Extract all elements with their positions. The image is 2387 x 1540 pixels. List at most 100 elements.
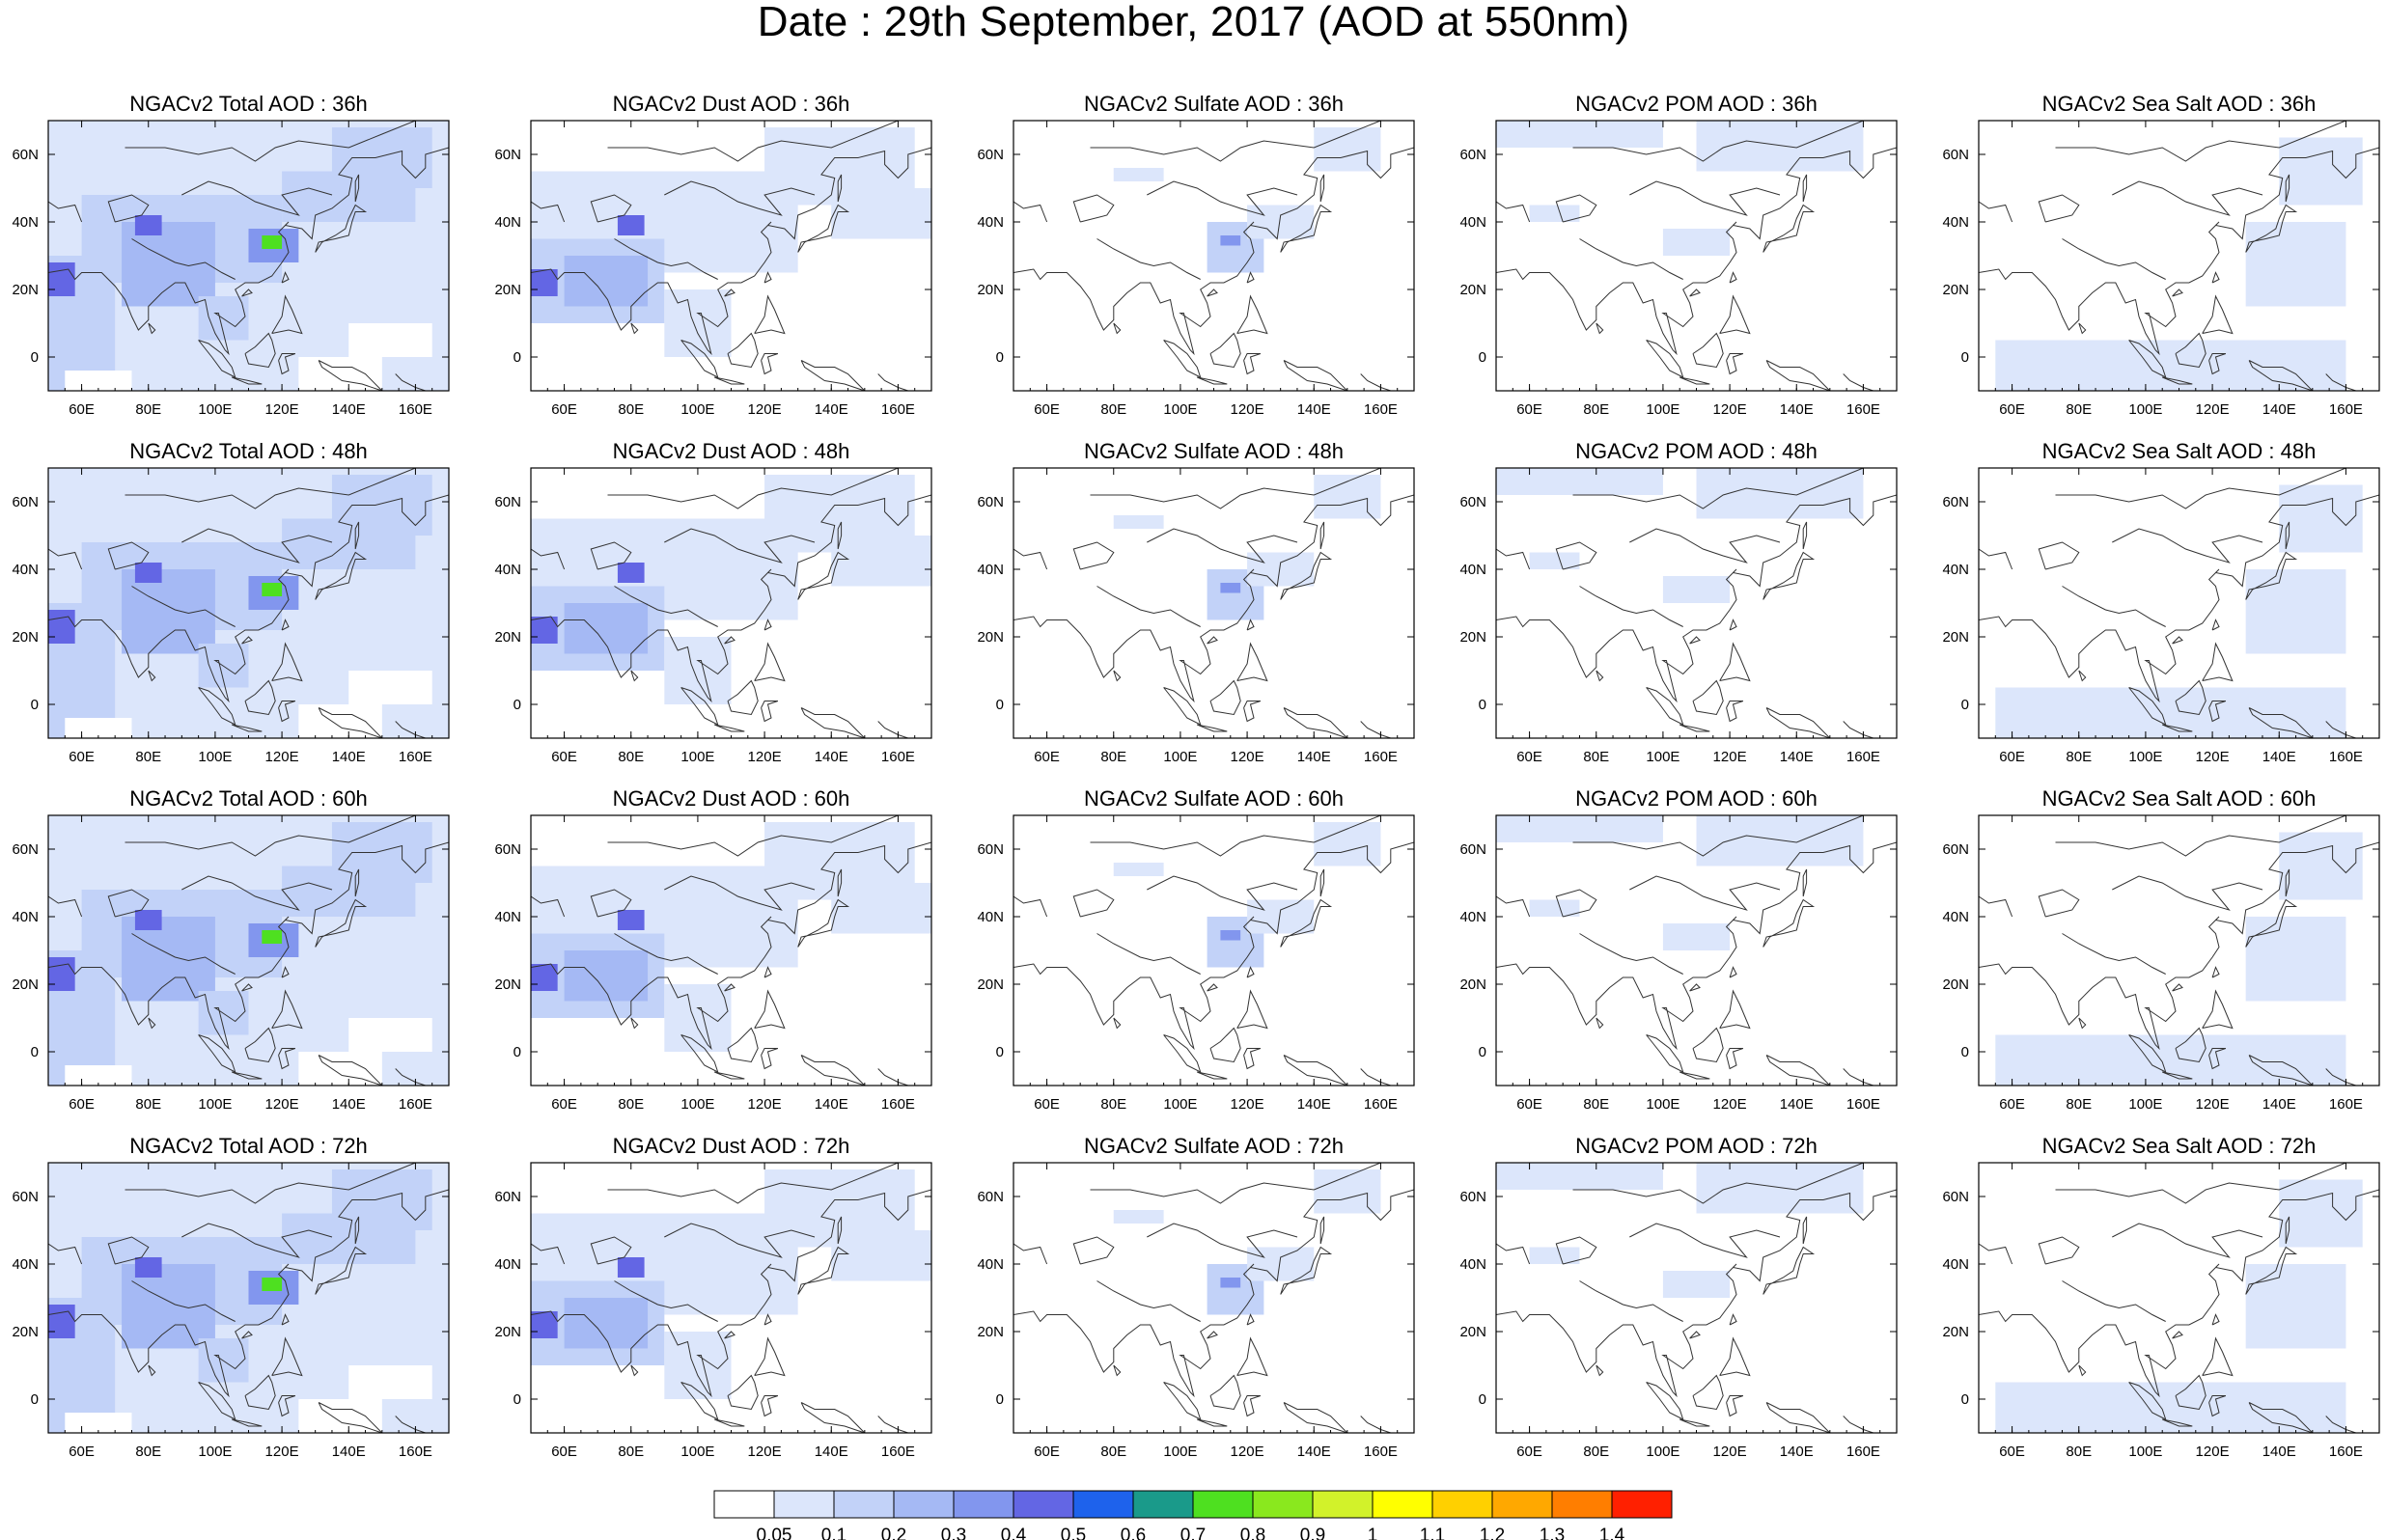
lat-tick-label: 60N [12,1189,39,1205]
aod-cell [1113,168,1164,181]
aod-cell [531,1311,558,1338]
panel-title: NGACv2 Dust AOD : 36h [613,92,850,116]
map-panel-sulfate: NGACv2 Sulfate AOD : 36h 60E 80E 100E 120E 14… [977,92,1415,418]
aod-cell [1662,923,1731,950]
aod-field [48,468,449,738]
aod-cell [48,610,75,644]
aod-cell [1662,229,1731,256]
aod-cell [531,617,558,644]
aod-cell [134,563,162,583]
aod-cell [564,256,649,307]
lon-tick-label: 60E [551,401,577,418]
aod-cell [1314,475,1381,519]
aod-cell [1247,1247,1315,1281]
colorbar-label: 0.5 [1061,1526,1086,1540]
aod-field [1013,815,1414,1086]
lon-tick-label: 160E [2329,1444,2363,1460]
aod-cell [65,371,132,391]
lon-tick-label: 60E [1999,749,2025,765]
aod-cell [617,563,645,583]
colorbar-swatch [1312,1490,1374,1519]
lon-tick-label: 160E [1364,1096,1398,1113]
map-panel-dust: NGACv2 Dust AOD : 48h 60E 80E 100E 120E 140E 1… [494,439,932,765]
map-panel-dust: NGACv2 Dust AOD : 36h 60E 80E 100E 120E 140E 1… [494,92,932,418]
lat-tick-label: 0 [1479,697,1486,713]
aod-cell [831,883,931,934]
colorbar-swatch [1132,1490,1194,1519]
lat-tick-label: 60N [494,841,521,858]
aod-cell [1113,515,1164,529]
aod-cell [48,957,75,991]
aod-cell [2245,222,2346,307]
colorbar-swatch [1611,1490,1673,1519]
lat-tick-label: 40N [12,1256,39,1273]
lat-tick-label: 60N [1459,841,1486,858]
colorbar-label: 0.9 [1300,1526,1325,1540]
lat-tick-label: 40N [12,214,39,231]
lon-tick-label: 80E [2066,1096,2092,1113]
lat-tick-label: 40N [12,909,39,925]
lon-tick-label: 140E [332,749,366,765]
lon-tick-label: 120E [1231,749,1264,765]
lat-tick-label: 0 [31,697,39,713]
lon-tick-label: 80E [1583,1444,1609,1460]
lon-tick-label: 100E [198,401,232,418]
colorbar-label: 0.7 [1180,1526,1206,1540]
lon-tick-label: 100E [1646,749,1679,765]
aod-cell [298,1052,382,1086]
lon-tick-label: 140E [1780,1444,1814,1460]
map-panel-sulfate: NGACv2 Sulfate AOD : 60h 60E 80E 100E 120E 14… [977,786,1415,1113]
aod-cell [1529,205,1580,222]
lon-tick-label: 60E [1034,749,1060,765]
lon-tick-label: 80E [1583,1096,1609,1113]
map-panel-total: NGACv2 Total AOD : 60h 60E 80E 100E 120E 140E… [12,786,450,1113]
colorbar-swatch [1551,1490,1613,1519]
aod-cell [262,235,283,249]
lat-tick-label: 20N [1942,976,1969,993]
lon-tick-label: 60E [69,1444,95,1460]
lat-tick-label: 40N [1459,214,1486,231]
lon-tick-label: 60E [1516,749,1542,765]
aod-cell [122,222,215,307]
aod-cell [617,215,645,235]
aod-cell [1220,1278,1241,1288]
lon-tick-label: 160E [399,749,432,765]
aod-cell [48,1305,75,1338]
lat-tick-label: 20N [977,1324,1004,1340]
lon-tick-label: 140E [815,1444,848,1460]
aod-cell [331,1169,432,1230]
aod-cell [1314,1169,1381,1214]
lon-tick-label: 160E [881,401,915,418]
aod-cell [1696,121,1864,172]
lat-tick-label: 0 [1961,1391,1969,1408]
coastline [531,815,931,1086]
aod-cell [617,910,645,930]
lon-tick-label: 120E [265,401,299,418]
lon-tick-label: 80E [135,1096,161,1113]
lon-tick-label: 100E [1163,1444,1197,1460]
panel-title: NGACv2 Sulfate AOD : 60h [1084,786,1344,811]
lat-tick-label: 0 [513,349,521,366]
aod-field [1013,468,1414,738]
lat-tick-label: 60N [1459,147,1486,163]
coastline [1496,468,1897,738]
lat-tick-label: 0 [996,349,1004,366]
lon-tick-label: 80E [2066,1444,2092,1460]
lon-tick-label: 80E [1100,401,1126,418]
coastline [531,121,931,391]
panel-title: NGACv2 POM AOD : 48h [1575,439,1818,463]
lon-tick-label: 60E [69,401,95,418]
aod-cell [1496,121,1663,148]
lat-tick-label: 0 [31,1391,39,1408]
colorbar-swatch [1431,1490,1493,1519]
lon-tick-label: 100E [1646,1444,1679,1460]
aod-cell [1220,583,1241,593]
lon-tick-label: 160E [2329,749,2363,765]
lon-tick-label: 60E [551,1444,577,1460]
lat-tick-label: 20N [1459,976,1486,993]
lon-tick-label: 100E [1163,749,1197,765]
aod-cell [262,583,283,596]
lon-tick-label: 100E [1163,401,1197,418]
lon-tick-label: 100E [680,1096,714,1113]
panel-title: NGACv2 Total AOD : 60h [129,786,368,811]
